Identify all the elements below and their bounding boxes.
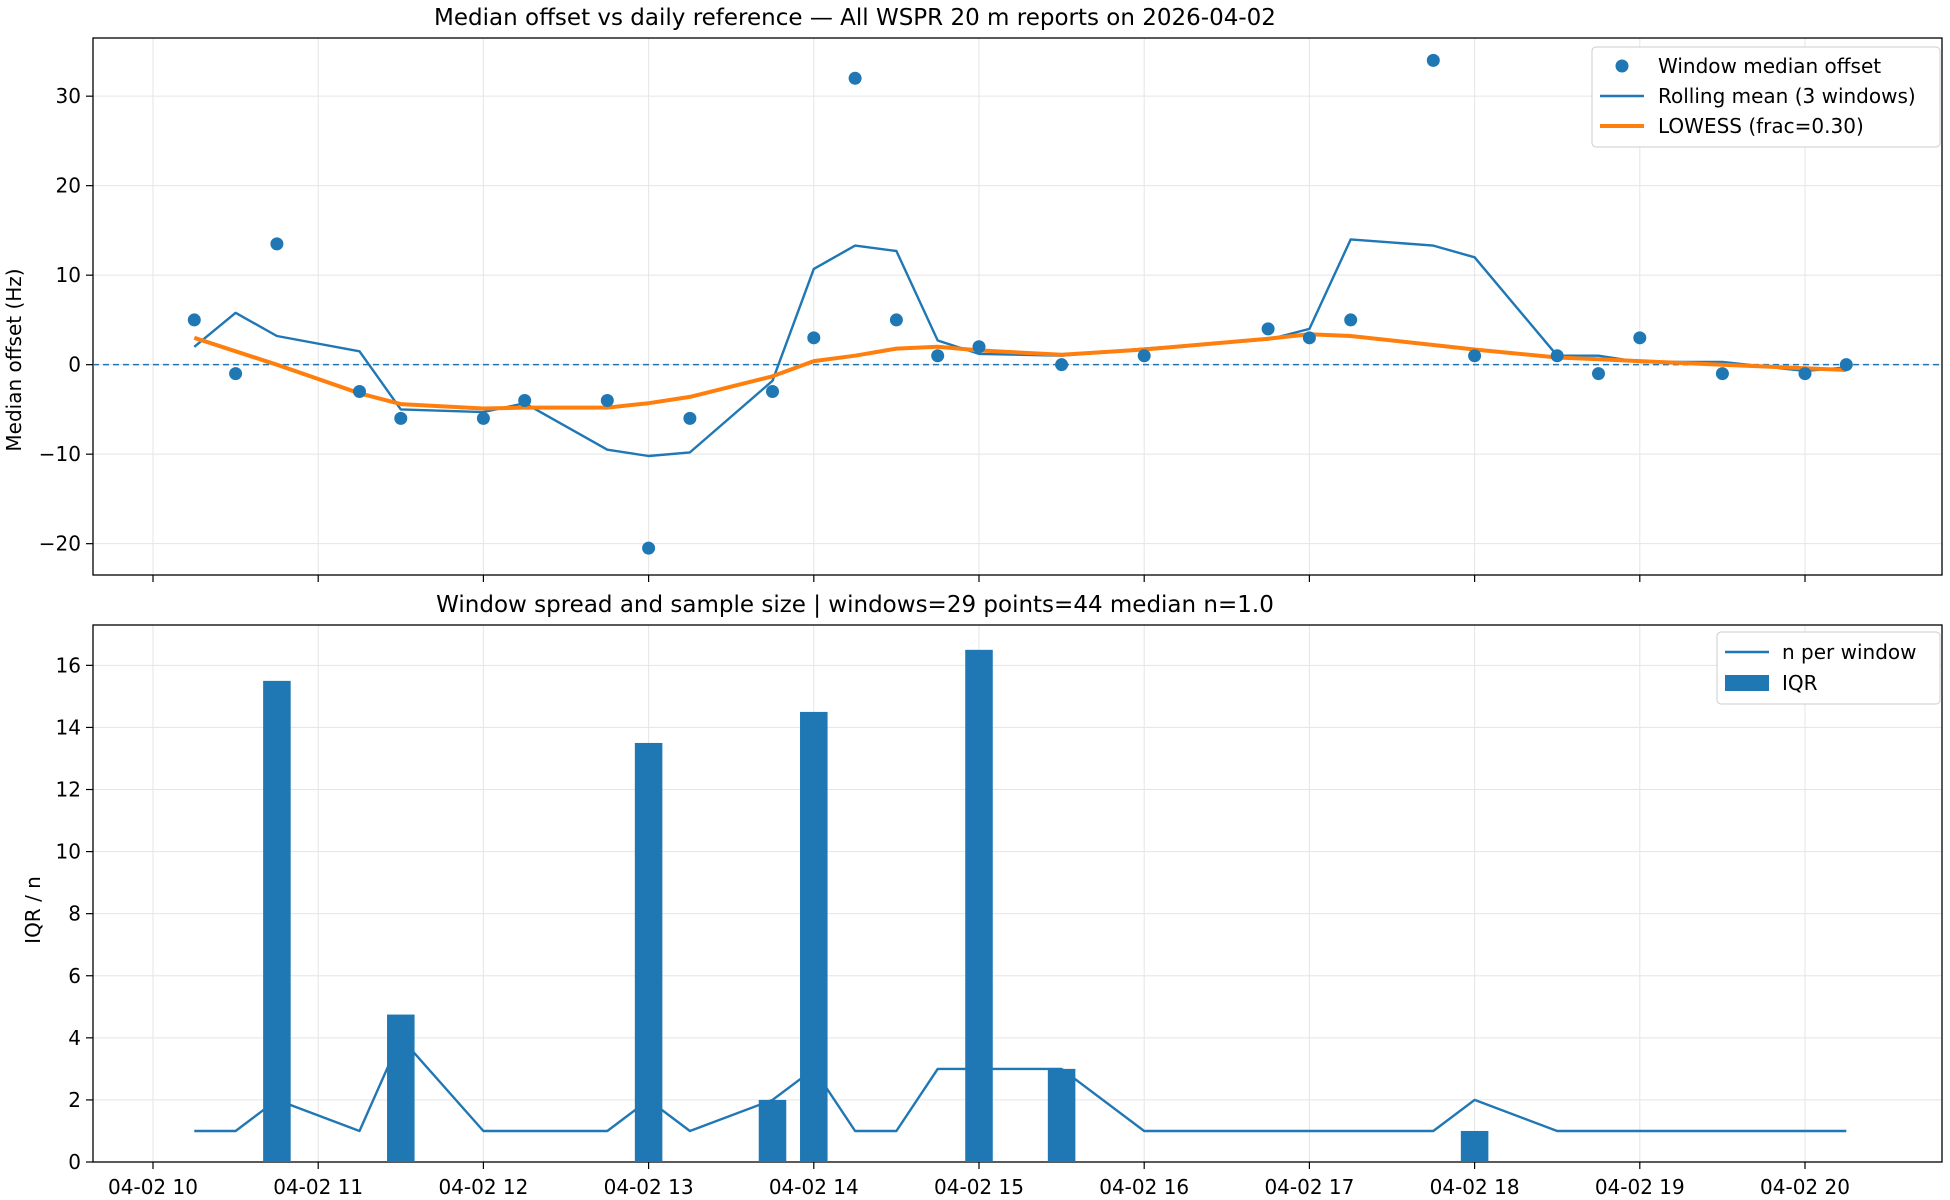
bottom-ytick-label: 6 — [68, 964, 81, 988]
median-offset-point — [1633, 331, 1647, 345]
rolling-mean-line — [193, 238, 1847, 458]
median-offset-point — [1302, 331, 1316, 345]
bottom-xtick-label: 04-02 14 — [769, 1175, 859, 1199]
lowess-line — [193, 332, 1847, 411]
bottom-xtick-label: 04-02 17 — [1264, 1175, 1354, 1199]
iqr-bar — [758, 1099, 787, 1162]
median-offset-point — [476, 411, 490, 425]
top-ytick-label: −20 — [39, 532, 81, 556]
legend-label-rolling-mean: Rolling mean (3 windows) — [1658, 84, 1916, 108]
median-offset-point — [600, 393, 614, 407]
bottom-xtick-label: 04-02 20 — [1760, 1175, 1850, 1199]
bottom-ytick-label: 12 — [56, 778, 81, 802]
top-legend: Window median offset Rolling mean (3 win… — [1591, 46, 1941, 148]
bottom-ytick-label: 4 — [68, 1026, 81, 1050]
legend-marker-iqr — [1725, 675, 1769, 691]
bottom-legend: n per window IQR — [1716, 631, 1941, 705]
legend-marker-window-median — [1615, 59, 1629, 73]
top-plot-area: −20 −10 0 10 20 30 — [39, 37, 1943, 582]
bottom-frame — [92, 624, 1943, 1163]
bottom-ytick-label: 8 — [68, 902, 81, 926]
bottom-xtick-label: 04-02 11 — [273, 1175, 363, 1199]
legend-label-lowess: LOWESS (frac=0.30) — [1658, 114, 1864, 138]
bottom-y-axis-label: IQR / n — [21, 876, 45, 944]
median-offset-point — [187, 313, 201, 327]
iqr-bar — [263, 680, 291, 1162]
median-offset-point — [766, 385, 779, 399]
median-offset-point — [1839, 358, 1853, 372]
iqr-bar — [1047, 1068, 1076, 1162]
top-ytick-label: 30 — [56, 84, 81, 108]
bottom-legend-box — [1716, 631, 1941, 705]
bottom-ytick-label: 2 — [68, 1088, 81, 1112]
median-offset-point — [807, 331, 821, 345]
bottom-xtick-label: 04-02 15 — [934, 1175, 1024, 1199]
n-per-window-line — [194, 1036, 1847, 1133]
bottom-xtick-label: 04-02 10 — [108, 1175, 198, 1199]
legend-label-window-median: Window median offset — [1658, 54, 1881, 78]
median-offset-point — [394, 411, 408, 425]
bottom-xtick-label: 04-02 18 — [1430, 1175, 1520, 1199]
median-offset-point — [1261, 322, 1275, 336]
median-offset-point — [1426, 53, 1440, 67]
bottom-xtick-label: 04-02 16 — [1099, 1175, 1189, 1199]
median-offset-point — [642, 541, 656, 555]
median-offset-point — [1055, 358, 1069, 372]
bottom-ytick-label: 0 — [68, 1150, 81, 1174]
median-offset-point — [1468, 349, 1482, 363]
median-offset-point — [848, 71, 862, 85]
bottom-ytick-label: 16 — [56, 653, 81, 677]
bottom-xtick-label: 04-02 13 — [604, 1175, 694, 1199]
median-offset-point — [229, 367, 243, 381]
median-offset-point — [889, 313, 903, 327]
iqr-bar — [800, 711, 828, 1162]
bottom-chart-title: Window spread and sample size | windows=… — [436, 592, 1274, 618]
bottom-ytick-label: 10 — [56, 840, 81, 864]
iqr-bar — [634, 742, 663, 1162]
top-frame — [92, 37, 1943, 576]
iqr-bar — [1460, 1130, 1489, 1162]
top-ytick-label: 0 — [68, 353, 81, 377]
median-offset-point — [270, 237, 284, 251]
top-chart-title: Median offset vs daily reference — All W… — [434, 5, 1276, 31]
top-ytick-label: 20 — [56, 174, 81, 198]
iqr-bar — [965, 649, 993, 1162]
top-ytick-label: −10 — [39, 442, 81, 466]
top-y-axis-label: Median offset (Hz) — [2, 268, 26, 451]
median-offset-point — [1592, 367, 1605, 381]
bottom-plot-area: 0 2 4 6 8 10 12 14 16 04-02 10 04-02 11 04-02 12 04-… — [56, 624, 1943, 1199]
median-offset-point — [1715, 367, 1729, 381]
median-offset-point — [1550, 349, 1564, 363]
median-offset-point — [1798, 367, 1812, 381]
legend-label-iqr: IQR — [1782, 671, 1818, 695]
median-offset-point — [683, 411, 697, 425]
top-ytick-label: 10 — [56, 263, 81, 287]
median-offset-point — [972, 340, 986, 354]
bottom-ytick-label: 14 — [56, 715, 81, 739]
median-offset-point — [353, 385, 366, 399]
top-legend-box — [1591, 46, 1941, 148]
median-offset-point — [1137, 349, 1151, 363]
median-offset-point — [518, 393, 532, 407]
median-offset-point — [1344, 313, 1358, 327]
median-offset-point — [931, 349, 945, 363]
legend-label-n-per-window: n per window — [1782, 640, 1917, 664]
bottom-xtick-label: 04-02 12 — [438, 1175, 528, 1199]
bottom-xtick-label: 04-02 19 — [1595, 1175, 1685, 1199]
